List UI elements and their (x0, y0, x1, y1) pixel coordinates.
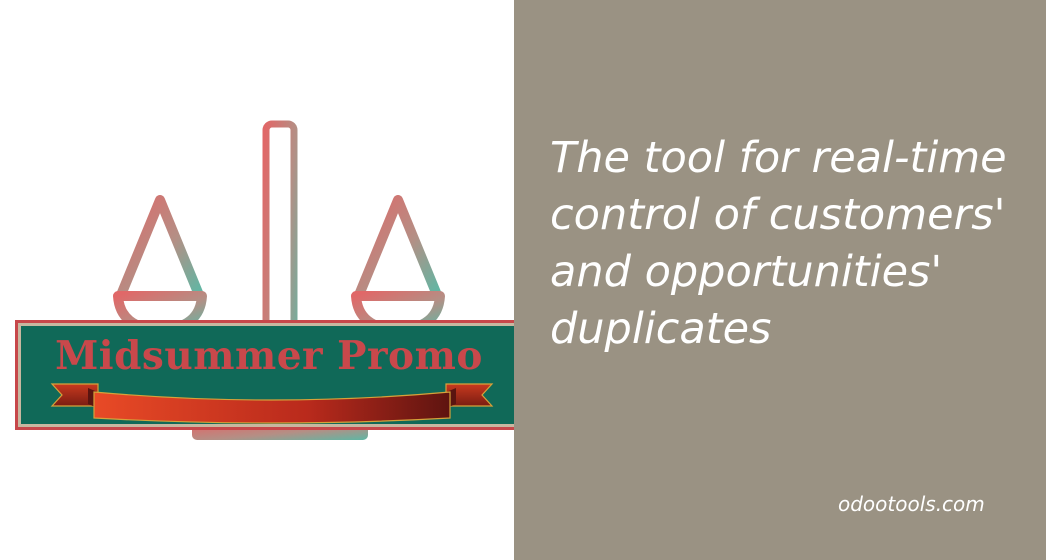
headline-line: The tool for real-time (550, 133, 1007, 183)
promo-badge: Midsummer Promo (15, 320, 523, 430)
headline: The tool for real-time control of custom… (550, 130, 1040, 358)
headline-line: control of customers' (550, 190, 1006, 240)
balance-scale-icon (113, 120, 445, 440)
site-url: odootools.com (838, 492, 985, 516)
ribbon-icon (50, 383, 494, 424)
logo-panel: Midsummer Promo (0, 0, 523, 560)
headline-line: and opportunities' (550, 247, 943, 297)
tagline-panel: The tool for real-time control of custom… (514, 0, 1046, 560)
promo-title: Midsummer Promo (55, 333, 483, 379)
headline-line: duplicates (550, 304, 772, 354)
